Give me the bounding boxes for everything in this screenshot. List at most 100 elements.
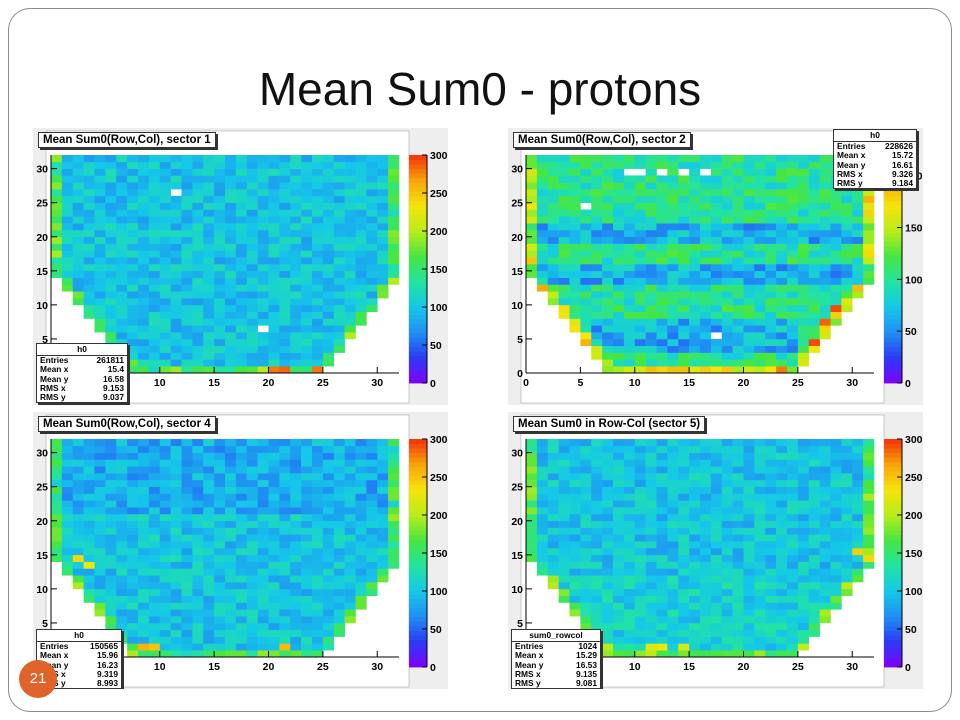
heatmap-cell <box>366 568 378 576</box>
heatmap-cell <box>776 161 788 169</box>
heatmap-cell <box>148 636 161 644</box>
heatmap-cell <box>127 500 139 508</box>
heatmap-cell <box>841 216 853 224</box>
heatmap-cell <box>591 291 603 299</box>
heatmap-cell <box>225 602 237 610</box>
heatmap-cell <box>388 452 400 460</box>
stats-mean-y: 16.58 <box>103 373 124 384</box>
stats-name: h0 <box>37 630 121 643</box>
heatmap-cell <box>765 359 777 367</box>
heatmap-cell <box>678 588 690 596</box>
heatmap-cell <box>721 595 733 603</box>
heatmap-cell <box>83 250 95 258</box>
heatmap-cell <box>536 513 549 522</box>
heatmap-cell <box>667 257 679 265</box>
heatmap-cell <box>602 459 614 467</box>
heatmap-cell <box>623 338 636 347</box>
heatmap-cell <box>170 229 182 238</box>
heatmap-cell <box>105 445 117 453</box>
heatmap-cell <box>743 643 755 651</box>
color-bar-segment <box>409 296 427 302</box>
heatmap-cell <box>808 622 820 631</box>
heatmap-cell <box>797 304 810 312</box>
x-tick-label: 30 <box>371 661 383 673</box>
heatmap-cell <box>203 209 215 217</box>
heatmap-cell <box>181 332 193 340</box>
color-bar-segment <box>884 616 902 622</box>
heatmap-cell <box>830 582 842 590</box>
heatmap-cell <box>580 155 592 163</box>
heatmap-cell <box>613 582 625 590</box>
heatmap-cell <box>536 520 549 528</box>
heatmap-cell <box>344 298 356 306</box>
heatmap-cell <box>689 541 701 549</box>
heatmap-cell <box>214 223 226 231</box>
heatmap-cell <box>536 250 549 258</box>
heatmap-cell <box>268 650 280 658</box>
heatmap-cell <box>547 439 559 447</box>
heatmap-cell <box>787 195 799 203</box>
heatmap-cell <box>290 284 302 292</box>
heatmap-cell <box>547 257 559 265</box>
heatmap-cell <box>602 629 614 637</box>
color-bar-segment <box>409 205 427 211</box>
heatmap-cell <box>776 466 788 474</box>
heatmap-cell <box>819 616 831 624</box>
heatmap-cell <box>808 291 820 299</box>
heatmap-cell <box>547 473 559 481</box>
heatmap-cell <box>83 291 95 299</box>
heatmap-cell <box>301 520 313 528</box>
heatmap-cell <box>645 466 657 474</box>
color-bar-segment <box>409 223 427 229</box>
heatmap-cell <box>743 161 755 169</box>
heatmap-cell <box>301 548 313 556</box>
heatmap-cell <box>645 459 657 467</box>
heatmap-cell <box>257 445 269 453</box>
color-bar-segment <box>884 332 902 338</box>
heatmap-cell <box>689 161 701 169</box>
heatmap-cell <box>656 250 668 258</box>
heatmap-cell <box>613 332 625 340</box>
heatmap-cell <box>808 311 820 319</box>
heatmap-cell <box>246 541 258 549</box>
heatmap-cell <box>645 216 657 224</box>
heatmap-cell <box>203 548 215 556</box>
heatmap-cell <box>602 452 614 460</box>
heatmap-cell <box>355 209 367 217</box>
heatmap-cell <box>116 325 128 333</box>
heatmap-cell <box>246 486 258 494</box>
color-bar-segment <box>884 196 902 201</box>
heatmap-cell <box>181 250 193 258</box>
heatmap-cell <box>170 616 182 624</box>
color-bar-segment <box>884 360 902 366</box>
heatmap-cell <box>754 338 766 347</box>
heatmap-cell <box>148 284 161 292</box>
heatmap-cell <box>290 236 302 244</box>
heatmap-cell <box>797 161 810 169</box>
heatmap-cell <box>138 284 150 292</box>
heatmap-cell <box>841 513 853 522</box>
heatmap-cell <box>667 338 679 347</box>
heatmap-cell <box>105 622 117 631</box>
heatmap-cell <box>776 195 788 203</box>
heatmap-cell <box>841 561 853 569</box>
heatmap-cell <box>246 345 258 353</box>
heatmap-cell <box>645 629 657 637</box>
heatmap-cell <box>591 473 603 481</box>
heatmap-cell <box>623 513 636 522</box>
heatmap-cell <box>159 513 171 522</box>
heatmap-cell <box>710 568 723 576</box>
heatmap-cell <box>547 155 559 163</box>
heatmap-cell <box>312 500 324 508</box>
heatmap-cell <box>312 318 324 326</box>
heatmap-cell <box>689 602 701 610</box>
heatmap-cell <box>235 155 248 163</box>
heatmap-cell <box>72 575 84 583</box>
heatmap-cell <box>170 304 182 312</box>
heatmap-cell <box>808 168 820 176</box>
heatmap-cell <box>312 493 324 501</box>
heatmap-cell <box>623 243 636 251</box>
color-bar-segment <box>409 314 427 320</box>
heatmap-cell <box>105 338 117 347</box>
heatmap-cell <box>181 338 193 347</box>
